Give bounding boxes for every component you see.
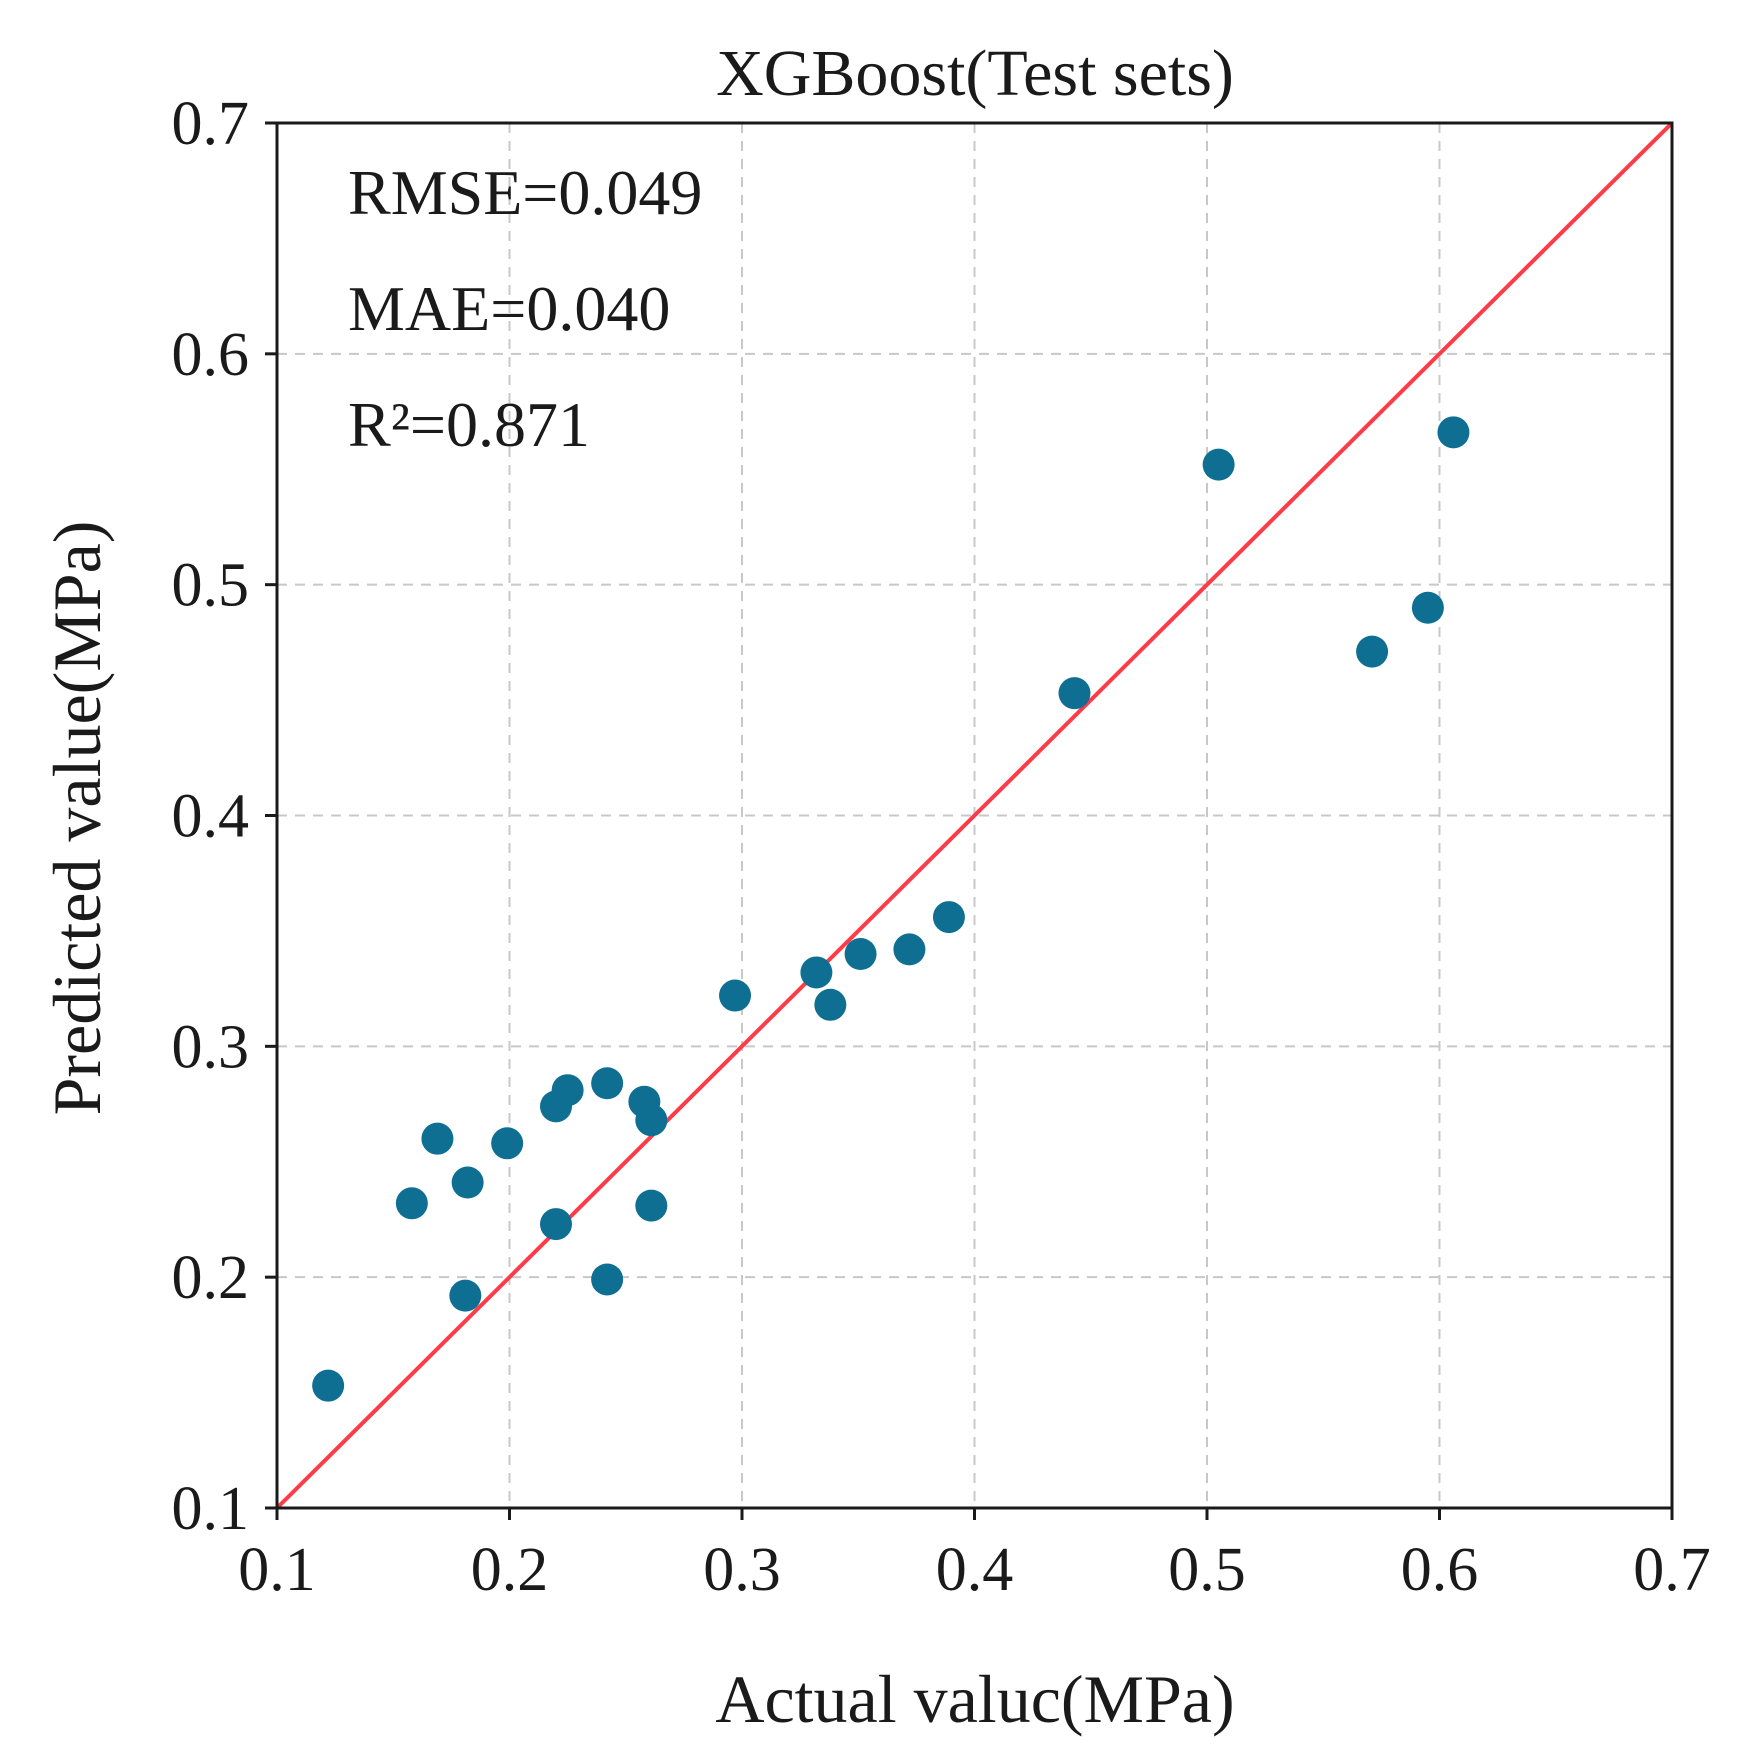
data-point xyxy=(449,1279,482,1312)
reference-line xyxy=(275,121,1674,1510)
data-point xyxy=(591,1067,624,1100)
chart-title: XGBoost(Test sets) xyxy=(716,37,1234,110)
data-point xyxy=(893,933,926,966)
x-tick-label: 0.5 xyxy=(1168,1536,1246,1604)
data-point xyxy=(591,1263,624,1296)
y-tick-label: 0.4 xyxy=(172,783,250,851)
x-tick-label: 0.6 xyxy=(1401,1536,1479,1604)
reference-line-layer xyxy=(275,121,1674,1510)
y-tick-label: 0.2 xyxy=(172,1244,250,1312)
data-point xyxy=(1202,448,1235,481)
data-point xyxy=(540,1208,572,1241)
data-point xyxy=(635,1189,668,1222)
data-point xyxy=(451,1166,484,1199)
axis-ticks: 0.1 0.2 0.3 0.4 0.5 0.6 0.7 0.1 0.2 0.3 0.4 0.5 0.6 0… xyxy=(172,90,1711,1604)
x-tick-label: 0.2 xyxy=(471,1536,549,1604)
y-tick-label: 0.1 xyxy=(172,1475,250,1543)
rmse-annotation: RMSE=0.049 xyxy=(348,157,702,228)
x-tick-label: 0.4 xyxy=(936,1536,1014,1604)
data-point xyxy=(719,979,752,1012)
data-point xyxy=(312,1369,345,1402)
data-point xyxy=(932,901,965,934)
r2-annotation: R²=0.871 xyxy=(348,389,590,460)
data-point xyxy=(1356,635,1389,668)
y-tick-label: 0.6 xyxy=(172,321,250,389)
data-point xyxy=(1437,416,1470,449)
y-tick-label: 0.5 xyxy=(172,552,250,620)
x-tick-label: 0.7 xyxy=(1633,1536,1711,1604)
data-point xyxy=(1058,677,1091,710)
data-points xyxy=(312,416,1470,1402)
data-point xyxy=(844,938,877,970)
data-point xyxy=(1411,591,1444,624)
data-point xyxy=(635,1104,668,1137)
data-point xyxy=(395,1187,428,1220)
data-point xyxy=(491,1127,524,1160)
x-tick-label: 0.3 xyxy=(703,1536,781,1604)
data-point xyxy=(551,1074,584,1107)
data-point xyxy=(800,956,833,989)
x-axis-label: Actual valuc(MPa) xyxy=(715,1661,1234,1737)
y-tick-label: 0.3 xyxy=(172,1013,250,1081)
y-axis-label: Predicted value(MPa) xyxy=(39,521,115,1116)
x-tick-label: 0.1 xyxy=(238,1536,316,1604)
data-point xyxy=(421,1122,454,1155)
y-tick-label: 0.7 xyxy=(172,90,250,158)
data-point xyxy=(814,988,847,1021)
mae-annotation: MAE=0.040 xyxy=(348,273,670,344)
